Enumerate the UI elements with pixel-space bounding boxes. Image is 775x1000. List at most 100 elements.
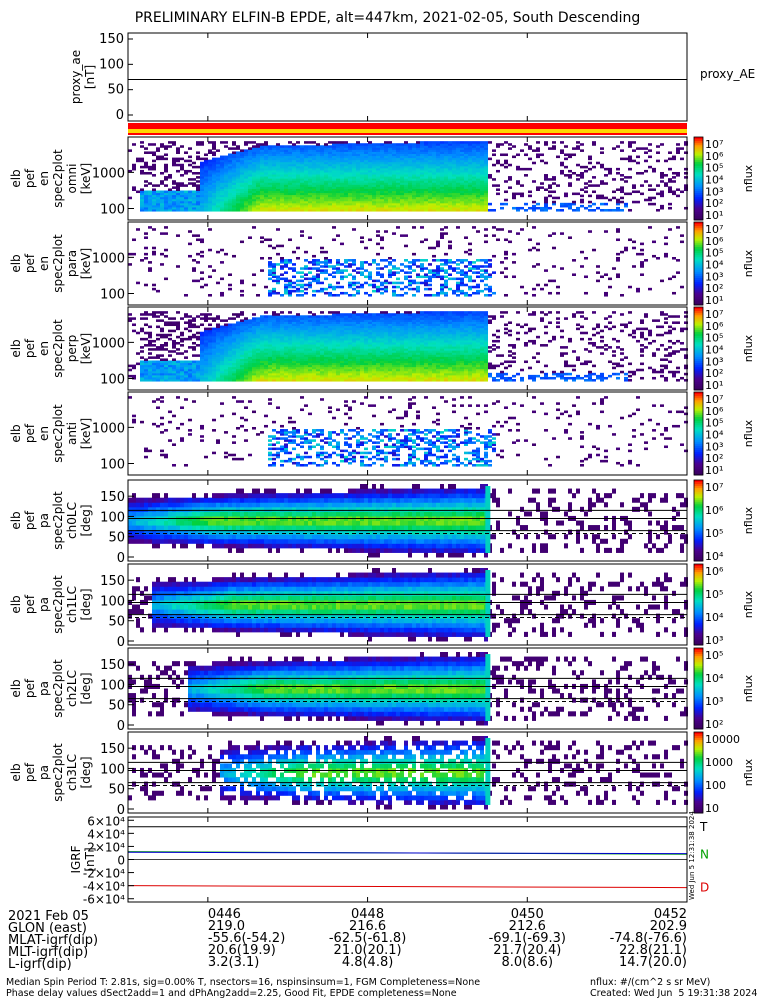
spectrogram-cell xyxy=(312,167,316,171)
spectrogram-cell xyxy=(228,364,232,368)
spectrogram-cell xyxy=(452,145,456,148)
spectrogram-cell xyxy=(236,147,240,150)
spectrogram-cell xyxy=(232,378,236,382)
spectrogram-cell xyxy=(280,194,284,198)
spectrogram-cell xyxy=(376,287,380,291)
spectrogram-cell xyxy=(504,256,508,260)
spectrogram-cell xyxy=(156,346,160,349)
spectrogram-cell xyxy=(352,171,356,175)
spectrogram-cell xyxy=(212,165,216,169)
spectrogram-cell xyxy=(184,196,188,200)
ytick-label: 100 xyxy=(100,287,125,302)
spectrogram-cell xyxy=(232,372,236,376)
spectrogram-cell xyxy=(588,230,592,233)
spectrogram-cell xyxy=(332,161,336,165)
spectrogram-cell xyxy=(256,350,260,353)
spectrogram-cell xyxy=(256,194,260,198)
spectrogram-cell xyxy=(212,348,216,351)
spectrogram-cell xyxy=(432,246,436,250)
spectrogram-cell xyxy=(668,186,672,189)
spectrogram-cell xyxy=(468,287,472,291)
spectrogram-cell xyxy=(280,151,284,154)
spectrogram-cell xyxy=(276,159,280,163)
spectrogram-cell xyxy=(468,141,472,144)
spectrogram-cell xyxy=(244,208,248,212)
spectrogram-cell xyxy=(376,200,380,204)
spectrogram-cell xyxy=(392,271,396,274)
spectrogram-cell xyxy=(428,141,432,144)
spectrogram-cell xyxy=(252,180,256,183)
spectrogram-cell xyxy=(200,331,204,335)
spectrogram-cell xyxy=(264,285,268,289)
spectrogram-cell xyxy=(148,182,152,185)
spectrogram-cell xyxy=(408,194,412,198)
spectrogram-cell xyxy=(292,325,296,329)
spectrogram-cell xyxy=(168,202,172,206)
spectrogram-cell xyxy=(376,190,380,194)
spectrogram-cell xyxy=(204,346,208,349)
spectrogram-cell xyxy=(420,240,424,244)
spectrogram-cell xyxy=(264,176,268,179)
spectrogram-cell xyxy=(164,192,168,196)
spectrogram-cell xyxy=(460,281,464,285)
spectrogram-cell xyxy=(376,184,380,187)
spectrogram-cell xyxy=(228,171,232,175)
spectrogram-cell xyxy=(296,352,300,355)
spectrogram-cell xyxy=(244,378,248,382)
spectrogram-cell xyxy=(428,151,432,154)
spectrogram-cell xyxy=(132,167,136,171)
spectrogram-cell xyxy=(480,171,484,175)
spectrogram-cell xyxy=(580,174,584,177)
spectrogram-cell xyxy=(288,344,292,347)
spectrogram-cell xyxy=(496,184,500,187)
spectrogram-cell xyxy=(460,291,464,295)
spectrogram-cell xyxy=(212,184,216,187)
spectrogram-cell xyxy=(436,174,440,177)
spectrogram-cell xyxy=(488,263,492,266)
spectrogram-cell xyxy=(464,149,468,152)
spectrogram-cell xyxy=(500,261,504,264)
spectrogram-cell xyxy=(432,161,436,165)
spectrogram-cell xyxy=(540,153,544,157)
spectrogram-cell xyxy=(164,190,168,194)
spectrogram-cell xyxy=(344,186,348,189)
spectrogram-cell xyxy=(448,194,452,198)
spectrogram-cell xyxy=(236,151,240,154)
spectrogram-cell xyxy=(428,194,432,198)
spectrogram-cell xyxy=(224,206,228,210)
spectrogram-cell xyxy=(212,182,216,185)
spectrogram-cell xyxy=(268,291,272,295)
spectrogram-cell xyxy=(388,157,392,161)
spectrogram-cell xyxy=(292,337,296,341)
spectrogram-cell xyxy=(400,149,404,152)
spectrogram-cell xyxy=(280,337,284,341)
spectrogram-cell xyxy=(260,366,264,370)
spectrogram-cell xyxy=(468,293,472,297)
spectrogram-cell xyxy=(464,145,468,148)
spectrogram-cell xyxy=(284,259,288,262)
spectrogram-cell xyxy=(348,192,352,196)
spectrogram-cell xyxy=(388,182,392,185)
spectrogram-cell xyxy=(388,151,392,154)
spectrogram-cell xyxy=(288,202,292,206)
spectrogram-cell xyxy=(364,147,368,150)
spectrogram-cell xyxy=(288,350,292,353)
spectrogram-cell xyxy=(468,182,472,185)
spectrogram-cell xyxy=(552,200,556,204)
spectrogram-cell xyxy=(372,184,376,187)
spectrogram-cell xyxy=(300,378,304,382)
spectrogram-cell xyxy=(480,178,484,181)
spectrogram-cell xyxy=(356,169,360,173)
spectrogram-cell xyxy=(176,323,180,327)
spectrogram-cell xyxy=(356,202,360,206)
spectrogram-cell xyxy=(244,169,248,173)
spectrogram-cell xyxy=(224,323,228,327)
spectrogram-cell xyxy=(492,226,496,229)
spectrogram-cell xyxy=(340,190,344,194)
spectrogram-cell xyxy=(276,341,280,345)
spectrogram-cell xyxy=(348,157,352,161)
spectrogram-cell xyxy=(620,141,624,144)
spectrogram-cell xyxy=(296,190,300,194)
spectrogram-cell xyxy=(176,335,180,339)
spectrogram-cell xyxy=(244,198,248,202)
